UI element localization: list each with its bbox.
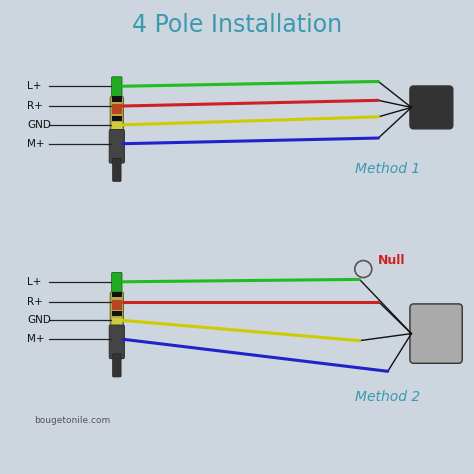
Text: L+: L+ [27, 277, 42, 287]
FancyBboxPatch shape [113, 354, 121, 377]
Text: Null: Null [378, 254, 406, 267]
FancyBboxPatch shape [112, 122, 122, 136]
FancyBboxPatch shape [112, 144, 122, 162]
Text: GND: GND [27, 315, 51, 326]
FancyBboxPatch shape [112, 77, 122, 97]
FancyBboxPatch shape [112, 333, 122, 337]
FancyBboxPatch shape [113, 158, 121, 182]
FancyBboxPatch shape [112, 311, 122, 316]
Text: 4 Pole Installation: 4 Pole Installation [132, 13, 342, 37]
FancyBboxPatch shape [112, 116, 122, 120]
FancyBboxPatch shape [109, 129, 124, 163]
FancyBboxPatch shape [410, 304, 462, 363]
FancyBboxPatch shape [112, 318, 122, 331]
Text: R+: R+ [27, 297, 43, 307]
Text: M+: M+ [27, 139, 45, 149]
FancyBboxPatch shape [112, 96, 122, 102]
FancyBboxPatch shape [112, 339, 122, 357]
FancyBboxPatch shape [112, 137, 122, 142]
Text: Method 2: Method 2 [355, 390, 420, 404]
FancyBboxPatch shape [112, 300, 122, 310]
Text: Method 1: Method 1 [355, 162, 420, 175]
Text: R+: R+ [27, 101, 43, 111]
Text: M+: M+ [27, 334, 45, 344]
FancyBboxPatch shape [110, 97, 123, 144]
Text: L+: L+ [27, 81, 42, 91]
FancyBboxPatch shape [410, 86, 453, 129]
FancyBboxPatch shape [112, 292, 122, 297]
FancyBboxPatch shape [110, 292, 123, 340]
FancyBboxPatch shape [109, 325, 124, 358]
Text: bougetonile.com: bougetonile.com [35, 417, 110, 426]
Text: GND: GND [27, 120, 51, 130]
FancyBboxPatch shape [112, 273, 122, 292]
FancyBboxPatch shape [112, 104, 122, 115]
